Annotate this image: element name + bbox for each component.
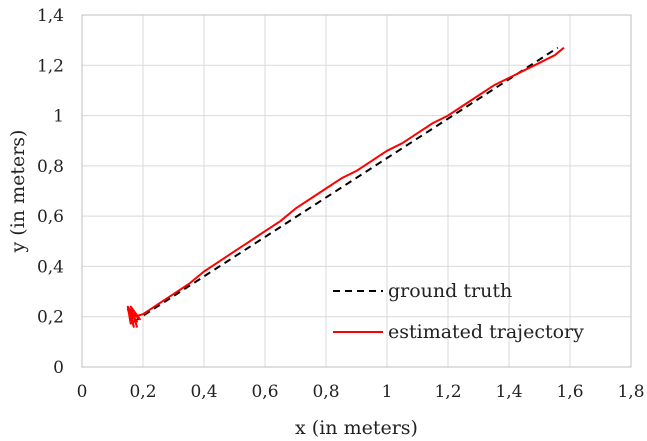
estimated-trajectory-line: [126, 46, 565, 328]
x-tick-label: 1,6: [556, 382, 583, 402]
y-tick-label: 0,2: [37, 308, 64, 328]
y-tick-label: 0,8: [37, 157, 64, 177]
legend: ground truth estimated trajectory: [333, 280, 584, 343]
tick-labels: 0 0,2 0,4 0,6 0,8 1 1,2 1,4 1,6 1,8 0 0,2 0,4 0,6 0,8 1…: [37, 6, 645, 402]
y-tick-label: 1: [53, 107, 64, 127]
x-tick-label: 1: [382, 382, 393, 402]
x-tick-label: 1,4: [495, 382, 522, 402]
legend-label-ground-truth: ground truth: [388, 280, 512, 302]
y-tick-label: 1,2: [37, 56, 64, 76]
y-tick-label: 0,6: [37, 207, 64, 227]
x-tick-label: 0,4: [190, 382, 217, 402]
x-tick-label: 0: [77, 382, 88, 402]
y-axis-label: y (in meters): [7, 130, 29, 254]
gridlines: [81, 14, 632, 368]
plot-area-frame: [81, 14, 632, 368]
x-tick-label: 1,8: [617, 382, 644, 402]
x-tick-label: 0,8: [312, 382, 339, 402]
y-tick-label: 0,4: [37, 257, 64, 277]
x-tick-label: 0,6: [251, 382, 278, 402]
y-tick-label: 1,4: [37, 6, 64, 26]
x-axis-label: x (in meters): [295, 417, 418, 439]
y-tick-label: 0: [53, 358, 64, 378]
series-lines: [126, 46, 565, 328]
ground-truth-line: [133, 46, 559, 323]
legend-label-estimated-trajectory: estimated trajectory: [388, 321, 584, 343]
x-tick-label: 1,2: [434, 382, 461, 402]
x-tick-label: 0,2: [129, 382, 156, 402]
